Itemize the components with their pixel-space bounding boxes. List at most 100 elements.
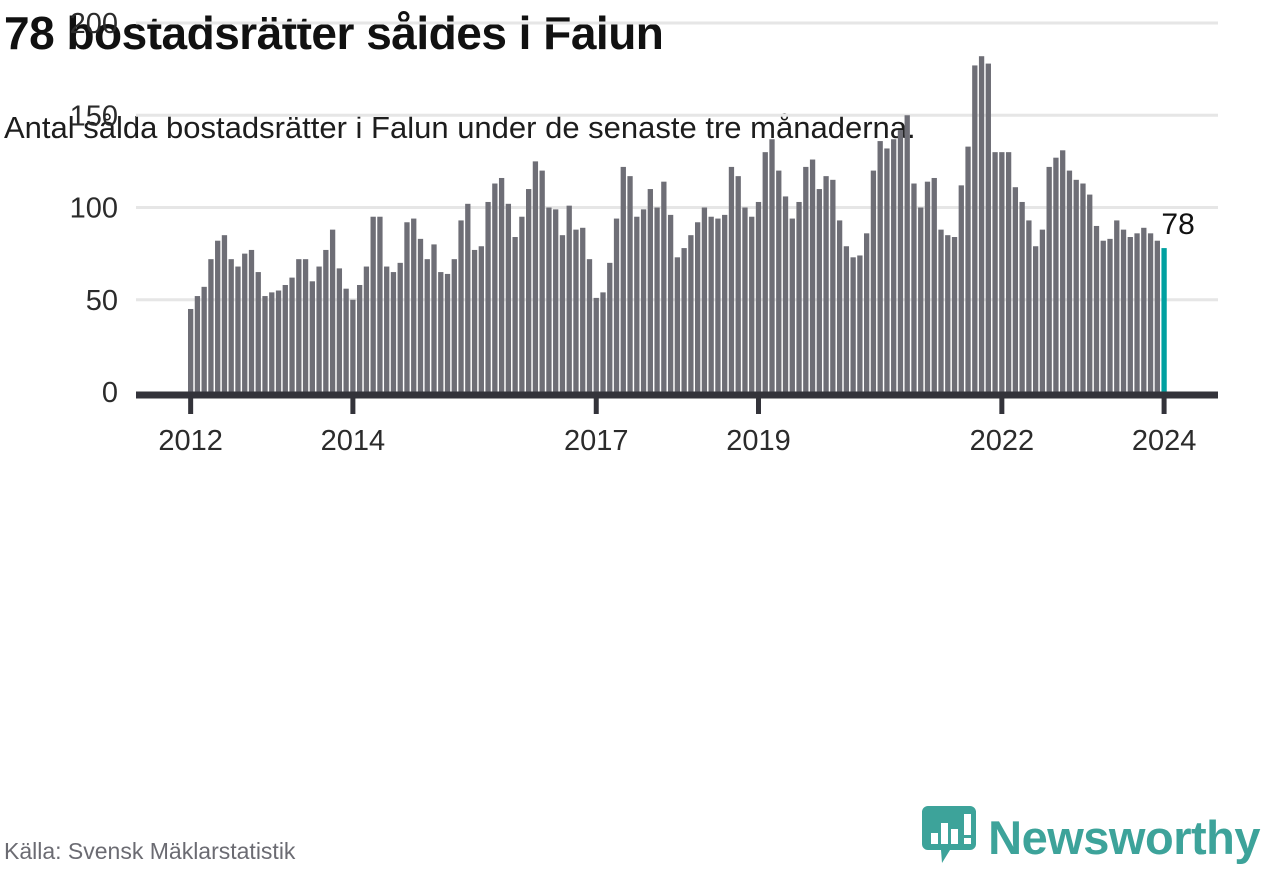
bar [891, 139, 897, 392]
bar [1060, 150, 1066, 392]
x-axis-tick-label: 2017 [564, 425, 629, 457]
bar [255, 272, 261, 392]
bar [1127, 237, 1133, 392]
bar [248, 249, 255, 392]
bar [370, 216, 376, 392]
bar [796, 201, 802, 392]
bar [1120, 229, 1127, 392]
brand-wordmark: Newsworthy [988, 811, 1260, 864]
bar [566, 205, 572, 392]
newsworthy-bubble-barchart-icon [922, 806, 977, 869]
bar [715, 218, 721, 392]
bar [749, 216, 755, 392]
bar [661, 181, 667, 392]
bar [1134, 233, 1140, 392]
source-note: Källa: Svensk Mäklarstatistik [4, 838, 296, 864]
bar [478, 246, 484, 392]
bar [1066, 170, 1073, 392]
bar [857, 255, 863, 392]
bar [1107, 238, 1113, 392]
bar [789, 218, 795, 392]
bar [215, 240, 221, 392]
bar [201, 286, 207, 392]
bar [411, 218, 417, 392]
bar [296, 259, 302, 392]
bar [282, 284, 288, 392]
bar [938, 229, 944, 392]
x-axis-tick-label: 2014 [321, 425, 386, 457]
bar [465, 203, 471, 392]
bar [546, 207, 552, 392]
bar [830, 179, 836, 392]
bar [728, 166, 735, 392]
bar [1093, 225, 1100, 392]
bar [755, 201, 762, 392]
bar [404, 222, 410, 392]
bar [647, 189, 653, 392]
bar [573, 229, 579, 392]
bar [505, 203, 512, 392]
bar [1100, 240, 1106, 392]
bar [1141, 227, 1147, 392]
bar [1026, 220, 1032, 392]
bar [674, 257, 681, 392]
bar [1005, 152, 1012, 392]
bar [221, 235, 228, 392]
bar [1147, 233, 1154, 392]
bar [722, 214, 728, 392]
newsworthy-logo: Newsworthy [922, 806, 1260, 869]
bar [512, 237, 518, 392]
bar [870, 170, 877, 392]
bar [350, 299, 356, 392]
bar [607, 262, 613, 392]
bar [965, 146, 971, 392]
bar [323, 249, 329, 392]
bar [363, 266, 370, 392]
bar [1154, 240, 1160, 392]
bar [809, 159, 816, 392]
bar [803, 166, 809, 392]
bar [417, 238, 424, 392]
y-axis-tick-label: 0 [102, 377, 118, 409]
bar [972, 65, 978, 392]
bar [1114, 220, 1120, 392]
bar [336, 268, 343, 392]
bar [390, 272, 397, 392]
bar [343, 288, 349, 392]
bar [742, 207, 748, 392]
bar [208, 259, 214, 392]
bar [357, 284, 363, 392]
bar [235, 266, 241, 392]
bar [667, 214, 674, 392]
bar [242, 253, 248, 392]
bar [931, 177, 937, 392]
bar [384, 266, 390, 392]
bar [992, 152, 998, 392]
bar [451, 259, 457, 392]
x-axis-tick-label: 2024 [1132, 425, 1197, 457]
highlight-value-label: 78 [1161, 208, 1194, 241]
bar-highlight [1161, 248, 1167, 392]
bar-chart: 0 50 100 150 200 78 2012 2014 2017 2019 2022 2024 [70, 8, 1218, 457]
bar [1033, 246, 1039, 392]
bar [640, 209, 647, 392]
bar [188, 308, 194, 392]
bar [444, 273, 451, 392]
bar [836, 220, 843, 392]
bar [397, 262, 403, 392]
bar [701, 207, 708, 392]
x-axis-tick-label: 2022 [970, 425, 1035, 457]
bar [438, 272, 444, 392]
chart-plot-area: 0 50 100 150 200 78 2012 2014 2017 2019 2022 2024 [70, 8, 1218, 457]
bar [600, 292, 606, 392]
bar [424, 259, 430, 392]
bar [864, 233, 870, 392]
bar [769, 139, 775, 392]
bar [945, 235, 951, 392]
bar [924, 181, 931, 392]
x-axis-tick-label: 2012 [158, 425, 223, 457]
bar [269, 292, 275, 392]
bar [762, 152, 768, 392]
bar [884, 148, 890, 392]
bar [1019, 201, 1025, 392]
